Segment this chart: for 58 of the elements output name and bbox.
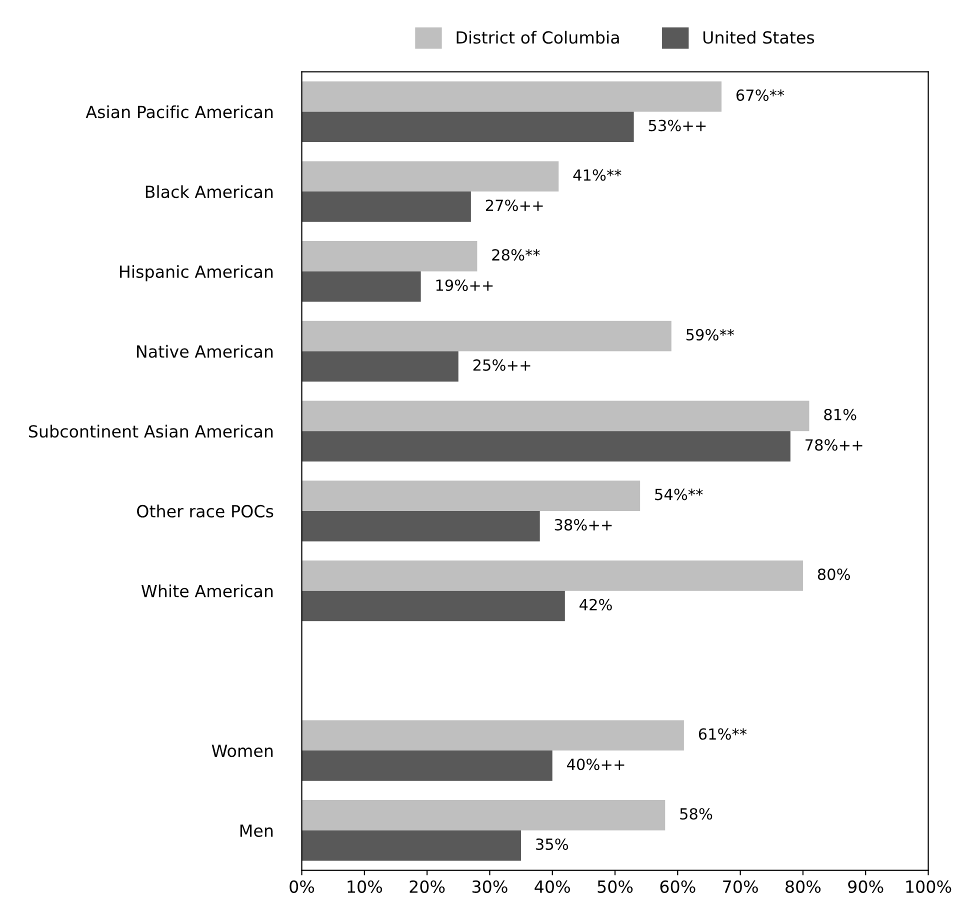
x-tick-label: 90% (848, 880, 884, 893)
y-tick-label: Black American (146, 185, 273, 198)
x-tick-label: 100% (906, 880, 952, 893)
bar (302, 241, 478, 272)
data-label: 41%** (573, 169, 622, 181)
bar (302, 560, 803, 591)
x-tick-label: 60% (660, 880, 696, 893)
data-label: 59%** (686, 328, 734, 341)
data-label: 40%++ (567, 758, 624, 770)
y-tick-label: Other race POCs (137, 504, 274, 518)
x-tick-label: 20% (410, 880, 445, 893)
data-label: 78%++ (806, 439, 862, 451)
bar (302, 192, 471, 222)
x-tick-label: 10% (348, 880, 382, 893)
x-tick-label: 70% (723, 880, 758, 893)
data-label: 80% (818, 568, 850, 580)
bar (302, 510, 540, 542)
y-tick-label: Subcontinent Asian American (28, 424, 273, 438)
x-tick-label: 0% (290, 880, 314, 893)
y-tick-label: Native American (137, 344, 273, 358)
bar (302, 750, 552, 781)
bar (302, 400, 810, 432)
y-tick-label: Hispanic American (120, 265, 273, 282)
bar (302, 320, 672, 352)
data-label: 53%++ (648, 120, 706, 132)
data-label: 25%++ (473, 359, 530, 371)
data-label: 27%++ (486, 200, 543, 212)
bar (302, 271, 421, 302)
legend-label: United States (703, 30, 814, 44)
bar (302, 351, 458, 382)
data-label: 38%++ (554, 519, 612, 531)
bar (302, 720, 684, 751)
bar (302, 830, 522, 861)
bar (302, 431, 790, 462)
y-tick-label: Asian Pacific American (86, 105, 273, 118)
y-tick-label: Men (240, 824, 273, 837)
legend-label: District of Columbia (456, 30, 619, 44)
x-tick-label: 50% (598, 880, 633, 893)
bar (302, 112, 634, 142)
x-tick-label: 30% (472, 880, 508, 893)
x-tick-label: 40% (534, 880, 570, 893)
bar (302, 81, 722, 112)
data-label: 42% (580, 598, 612, 610)
data-label: 58% (680, 808, 712, 820)
data-label: 61%** (698, 728, 747, 740)
data-label: 81% (824, 408, 856, 420)
bar (302, 480, 640, 511)
bar (302, 800, 666, 830)
y-tick-label: Women (212, 744, 273, 758)
bar (302, 590, 565, 622)
data-label: 35% (536, 838, 568, 850)
y-tick-label: White American (141, 584, 273, 598)
data-label: 19%++ (436, 279, 493, 292)
data-label: 54%** (655, 488, 703, 500)
data-label: 67%** (736, 89, 784, 101)
data-label: 28%** (492, 249, 540, 261)
x-tick-label: 80% (786, 880, 821, 893)
bar (302, 161, 559, 192)
